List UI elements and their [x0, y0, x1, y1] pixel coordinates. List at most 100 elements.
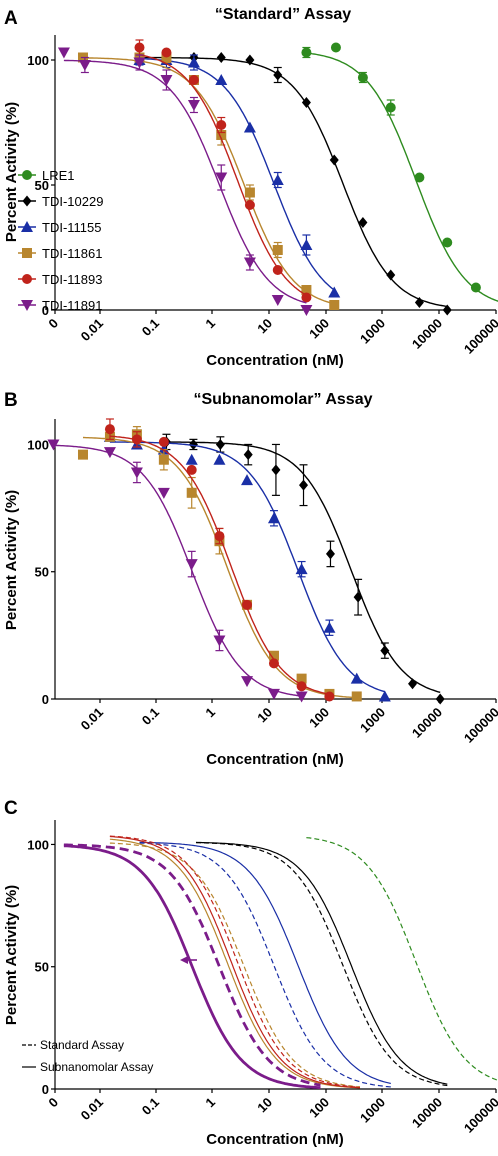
- data-point: [295, 691, 308, 703]
- x-tick-label: 100000: [461, 705, 498, 746]
- y-tick-label: 100: [27, 837, 49, 852]
- x-tick-label: 1000: [357, 705, 388, 736]
- fit-curve: [83, 57, 335, 305]
- arrow-head: [180, 956, 188, 964]
- data-point: [103, 447, 116, 459]
- data-point: [243, 257, 256, 269]
- data-point: [296, 681, 307, 692]
- x-tick-label: 0.1: [139, 705, 162, 728]
- x-tick-label: 100000: [461, 316, 498, 357]
- x-tick-label: 10: [254, 316, 275, 337]
- data-point: [187, 100, 200, 111]
- data-point: [299, 479, 309, 491]
- fit-curve: [53, 444, 302, 697]
- series-tdi-11861: [77, 51, 340, 310]
- data-point: [158, 436, 169, 447]
- fit-curve: [109, 441, 385, 693]
- data-point: [295, 563, 308, 575]
- x-tick-label: 10: [254, 1095, 275, 1116]
- x-tick-label: 1: [202, 705, 218, 721]
- data-point: [470, 282, 481, 293]
- shift-arrow: [180, 956, 197, 964]
- curve-tdi-10229-standard: [195, 842, 448, 1087]
- data-point: [161, 47, 172, 58]
- y-tick-label: 0: [42, 692, 49, 707]
- curve-tdi-11893-subnanomolar: [109, 835, 361, 1089]
- x-tick-label: 1000: [357, 1095, 388, 1126]
- curve-tdi-11891-standard: [63, 843, 321, 1087]
- data-point: [215, 74, 228, 85]
- data-point: [357, 72, 368, 83]
- series-lre1: [301, 42, 498, 302]
- panel-b: B “Subnanomolar” Assay 0 50 100 0.01 0.1 1 10 100…: [3, 390, 498, 768]
- data-point: [213, 635, 226, 647]
- data-point: [186, 487, 197, 498]
- data-point: [414, 297, 424, 308]
- series-tdi-10229: [161, 433, 445, 705]
- data-point: [271, 464, 281, 476]
- legend-label: LRE1: [42, 168, 75, 183]
- data-point: [267, 512, 280, 524]
- data-point: [187, 56, 200, 68]
- data-point: [271, 174, 284, 185]
- data-point: [330, 42, 341, 53]
- legend: LRE1 TDI-10229 TDI-11155 TDI-11861 TDI-11893…: [18, 168, 103, 313]
- legend-label: TDI-11155: [42, 220, 102, 235]
- panel-letter: B: [4, 390, 18, 411]
- data-point: [243, 121, 256, 133]
- series-tdi-11893: [134, 39, 312, 303]
- x-tick-label: 100: [306, 1095, 332, 1121]
- data-point: [216, 52, 226, 63]
- data-point: [104, 424, 115, 435]
- data-point: [325, 548, 335, 560]
- data-point: [350, 672, 363, 684]
- panel-letter: A: [4, 8, 18, 29]
- legend-label: TDI-11891: [42, 298, 102, 313]
- data-point: [442, 237, 453, 248]
- legend-marker: [21, 300, 33, 311]
- data-point: [77, 449, 88, 460]
- data-point: [160, 75, 173, 86]
- data-point: [245, 54, 255, 66]
- series-tdi-11891: [57, 47, 313, 316]
- y-tick-label: 50: [35, 565, 49, 580]
- data-point: [386, 269, 396, 281]
- data-point: [215, 172, 228, 184]
- data-point: [216, 130, 227, 140]
- fit-curve: [63, 59, 307, 304]
- curve-tdi-11155-standard: [139, 842, 391, 1088]
- data-point: [185, 453, 198, 465]
- series-tdi-11893: [104, 418, 335, 702]
- y-axis-label: Percent Activity (%): [3, 885, 20, 1025]
- data-point: [134, 42, 145, 53]
- series-tdi-11891: [47, 439, 308, 703]
- data-point: [414, 172, 425, 183]
- curve-lre1-standard: [306, 837, 498, 1081]
- series-tdi-11155: [103, 430, 391, 702]
- curve-tdi-11155-subnanomolar: [139, 841, 391, 1085]
- data-point: [267, 688, 280, 700]
- data-point: [296, 673, 307, 684]
- data-point: [158, 454, 169, 465]
- x-tick-label: 10000: [409, 1095, 445, 1131]
- x-tick-label: 0.01: [78, 316, 107, 345]
- y-axis-label: Percent Activity (%): [3, 102, 20, 242]
- chart-title: “Standard” Assay: [215, 6, 351, 23]
- data-point: [329, 154, 339, 166]
- data-point: [244, 200, 255, 210]
- data-point: [272, 245, 283, 255]
- data-point: [47, 439, 60, 451]
- curve-tdi-10229-subnanomolar: [195, 841, 448, 1085]
- x-tick-label: 0: [45, 316, 61, 332]
- x-axis-label: Concentration (nM): [206, 1131, 343, 1148]
- data-point: [324, 691, 335, 702]
- y-axis-label: Percent Activity (%): [3, 490, 20, 630]
- legend-marker: [22, 195, 32, 207]
- data-point: [358, 217, 368, 228]
- data-point: [408, 678, 418, 690]
- legend-label: TDI-11861: [42, 246, 102, 261]
- legend-marker: [21, 221, 33, 232]
- x-tick-label: 100000: [461, 1095, 498, 1136]
- data-point: [268, 658, 279, 669]
